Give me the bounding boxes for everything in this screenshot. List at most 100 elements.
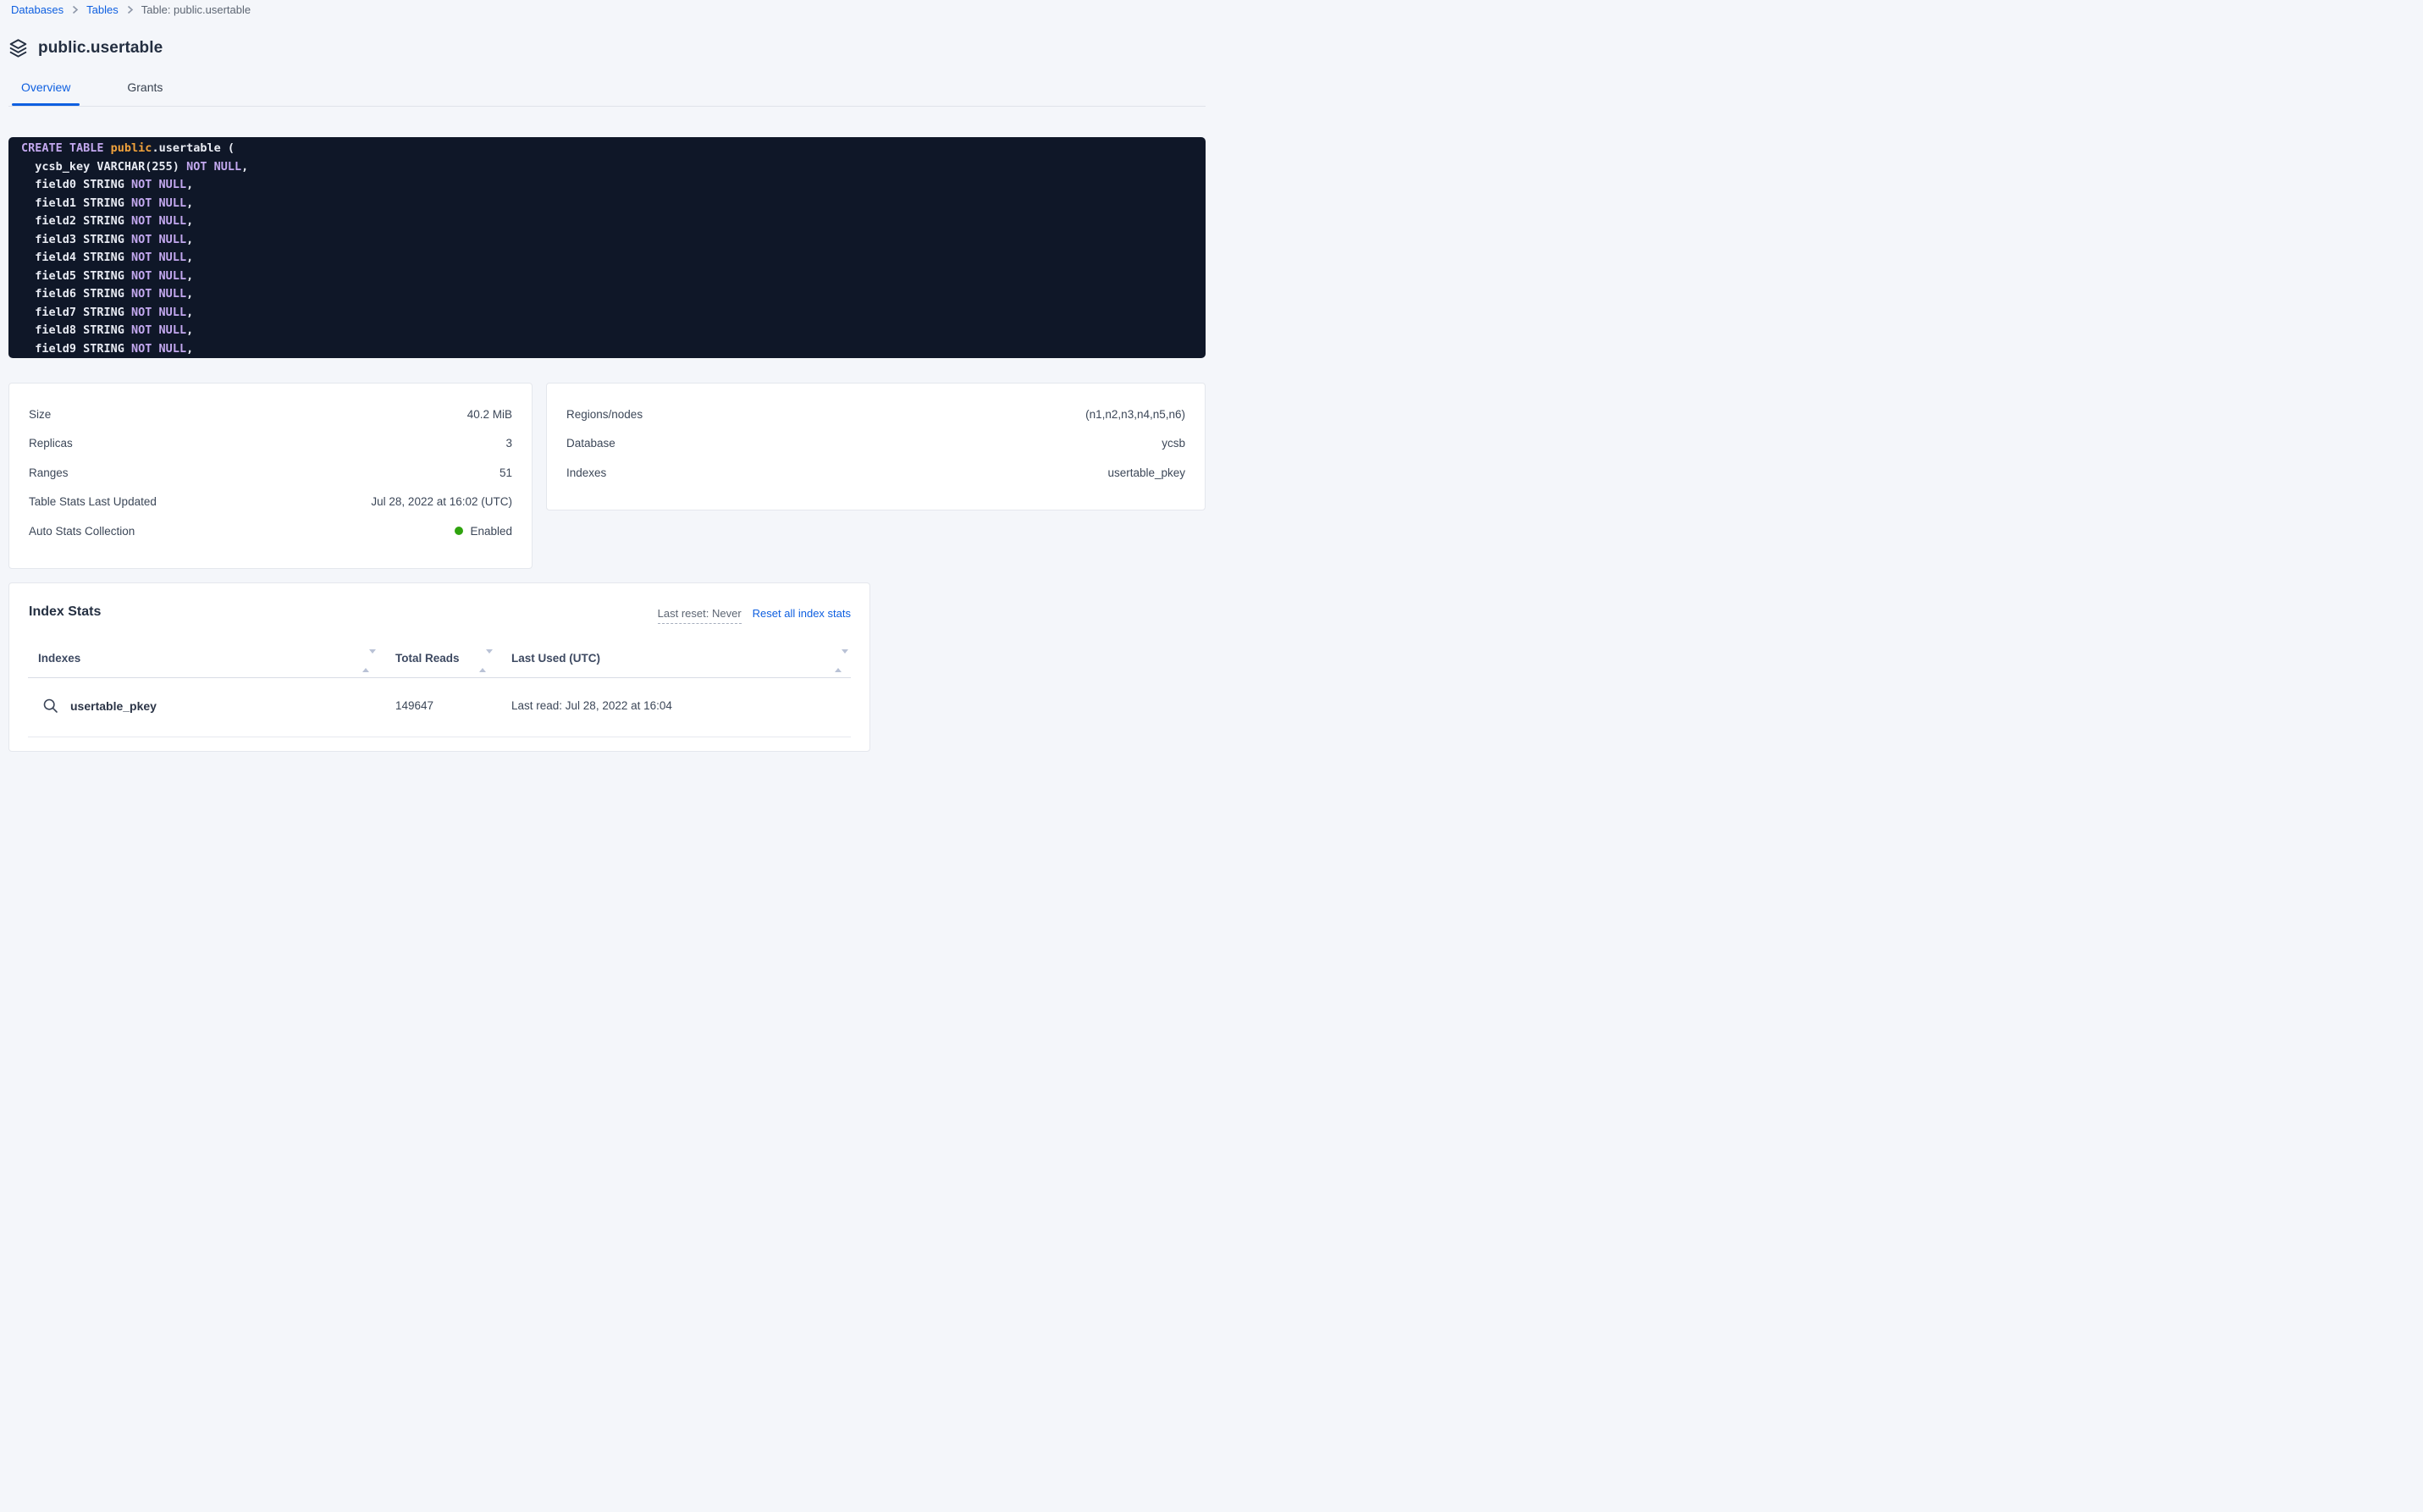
sql-token: public	[110, 141, 152, 155]
magnifier-icon	[42, 698, 59, 719]
stat-value: (n1,n2,n3,n4,n5,n6)	[1085, 407, 1185, 421]
index-last-used: Last read: Jul 28, 2022 at 16:04	[511, 699, 672, 712]
stat-row-indexes: Indexes usertable_pkey	[566, 458, 1185, 488]
column-header-last-used[interactable]: Last Used (UTC)	[511, 652, 601, 665]
sql-token: ,	[186, 287, 194, 301]
sql-token: field8 STRING	[21, 323, 132, 337]
stat-row-size: Size 40.2 MiB	[29, 400, 512, 429]
sql-token: .usertable (	[152, 141, 235, 155]
sql-line: CREATE TABLE public.usertable (	[21, 140, 1190, 158]
sql-token: NOT NULL	[131, 305, 187, 319]
stat-row-auto-stats: Auto Stats Collection Enabled	[29, 516, 512, 546]
status-dot-icon	[455, 527, 464, 536]
index-stats-title: Index Stats	[29, 604, 102, 619]
layers-icon	[8, 38, 28, 58]
stat-row-regions: Regions/nodes (n1,n2,n3,n4,n5,n6)	[566, 400, 1185, 429]
sql-token: ,	[186, 251, 194, 264]
sql-token: NOT NULL	[131, 287, 187, 301]
column-header-total-reads[interactable]: Total Reads	[395, 652, 460, 665]
sql-token: field5 STRING	[21, 268, 132, 283]
stat-label: Ranges	[29, 466, 69, 479]
table-header-divider	[28, 677, 851, 678]
sql-line: field6 STRING NOT NULL,	[21, 285, 1190, 304]
sql-line: ycsb_key VARCHAR(255) NOT NULL,	[21, 158, 1190, 177]
sort-icon[interactable]	[479, 649, 493, 672]
sql-token: ,	[186, 214, 194, 228]
sql-create-statement: CREATE TABLE public.usertable ( ycsb_key…	[8, 137, 1206, 358]
breadcrumb-current: Table: public.usertable	[141, 3, 251, 16]
tab-divider	[8, 106, 1206, 107]
sql-token: NOT NULL	[131, 178, 187, 191]
sql-token: NOT NULL	[131, 214, 187, 228]
breadcrumb-link-databases[interactable]: Databases	[11, 3, 64, 16]
sql-token: field2 STRING	[21, 214, 132, 228]
stat-value: 51	[499, 466, 512, 479]
sql-token: ,	[241, 159, 249, 174]
tab-bar: Overview Grants	[12, 80, 172, 106]
stat-label: Replicas	[29, 437, 73, 450]
sql-token: NOT NULL	[131, 323, 187, 337]
stat-value: Enabled	[455, 525, 512, 538]
sql-token: ,	[186, 341, 194, 356]
table-detail-page: Databases Tables Table: public.usertable…	[0, 0, 1212, 756]
index-total-reads: 149647	[395, 699, 434, 712]
sql-token: field7 STRING	[21, 305, 132, 319]
column-header-indexes[interactable]: Indexes	[38, 652, 81, 665]
sql-token: field6 STRING	[21, 287, 132, 301]
breadcrumb-link-tables[interactable]: Tables	[86, 3, 119, 16]
last-reset-label: Last reset: Never	[657, 607, 742, 624]
stat-row-replicas: Replicas 3	[29, 429, 512, 459]
sql-token: ,	[186, 196, 194, 210]
sql-token: ,	[186, 232, 194, 246]
sql-line: field1 STRING NOT NULL,	[21, 195, 1190, 213]
sql-token: field0 STRING	[21, 178, 132, 191]
stat-label: Database	[566, 437, 615, 450]
stat-label: Regions/nodes	[566, 407, 643, 421]
tab-grants[interactable]: Grants	[127, 80, 163, 94]
sql-token: NOT NULL	[131, 251, 187, 264]
breadcrumb: Databases Tables Table: public.usertable	[11, 3, 251, 16]
sql-token: ,	[186, 178, 194, 191]
index-stats-card: Index Stats Last reset: Never Reset all …	[8, 582, 870, 752]
sql-token: CREATE TABLE	[21, 141, 111, 155]
tab-overview[interactable]: Overview	[12, 80, 80, 106]
sql-token: field1 STRING	[21, 196, 132, 210]
index-stats-actions: Last reset: Never Reset all index stats	[657, 607, 851, 624]
sql-line: field2 STRING NOT NULL,	[21, 212, 1190, 231]
stat-value: 40.2 MiB	[466, 407, 512, 421]
stat-value: ycsb	[1162, 437, 1185, 450]
sql-line: field7 STRING NOT NULL,	[21, 304, 1190, 323]
sort-icon[interactable]	[835, 649, 848, 672]
stat-value: 3	[505, 437, 512, 450]
page-title: public.usertable	[38, 38, 163, 57]
sql-line: field3 STRING NOT NULL,	[21, 231, 1190, 250]
sql-token: ,	[186, 323, 194, 337]
sql-token: field3 STRING	[21, 232, 132, 246]
sql-token: field4 STRING	[21, 251, 132, 264]
stat-label: Size	[29, 407, 52, 421]
sql-token: NOT NULL	[131, 196, 187, 210]
sql-line: field5 STRING NOT NULL,	[21, 268, 1190, 286]
sql-line: field8 STRING NOT NULL,	[21, 322, 1190, 340]
stat-row-stats-updated: Table Stats Last Updated Jul 28, 2022 at…	[29, 488, 512, 517]
stat-value: usertable_pkey	[1107, 466, 1185, 479]
sql-line: field0 STRING NOT NULL,	[21, 176, 1190, 195]
sql-token: field9 STRING	[21, 341, 132, 356]
chevron-right-icon	[71, 5, 79, 14]
sort-icon[interactable]	[362, 649, 376, 672]
stat-value: Jul 28, 2022 at 16:02 (UTC)	[371, 495, 512, 509]
index-name[interactable]: usertable_pkey	[70, 699, 157, 713]
sql-token: NOT NULL	[131, 341, 187, 356]
stat-row-database: Database ycsb	[566, 429, 1185, 459]
sql-line: field9 STRING NOT NULL,	[21, 340, 1190, 359]
stat-label: Indexes	[566, 466, 607, 479]
stat-row-ranges: Ranges 51	[29, 458, 512, 488]
sql-token: ycsb_key VARCHAR(255)	[21, 159, 187, 174]
status-text: Enabled	[470, 524, 512, 538]
table-details-card: Size 40.2 MiB Replicas 3 Ranges 51 Table…	[8, 383, 533, 569]
sql-token: ,	[186, 268, 194, 283]
sql-token: NOT NULL	[186, 159, 242, 174]
reset-index-stats-link[interactable]: Reset all index stats	[752, 607, 851, 620]
page-header: public.usertable	[8, 38, 163, 58]
sql-line: field4 STRING NOT NULL,	[21, 249, 1190, 268]
